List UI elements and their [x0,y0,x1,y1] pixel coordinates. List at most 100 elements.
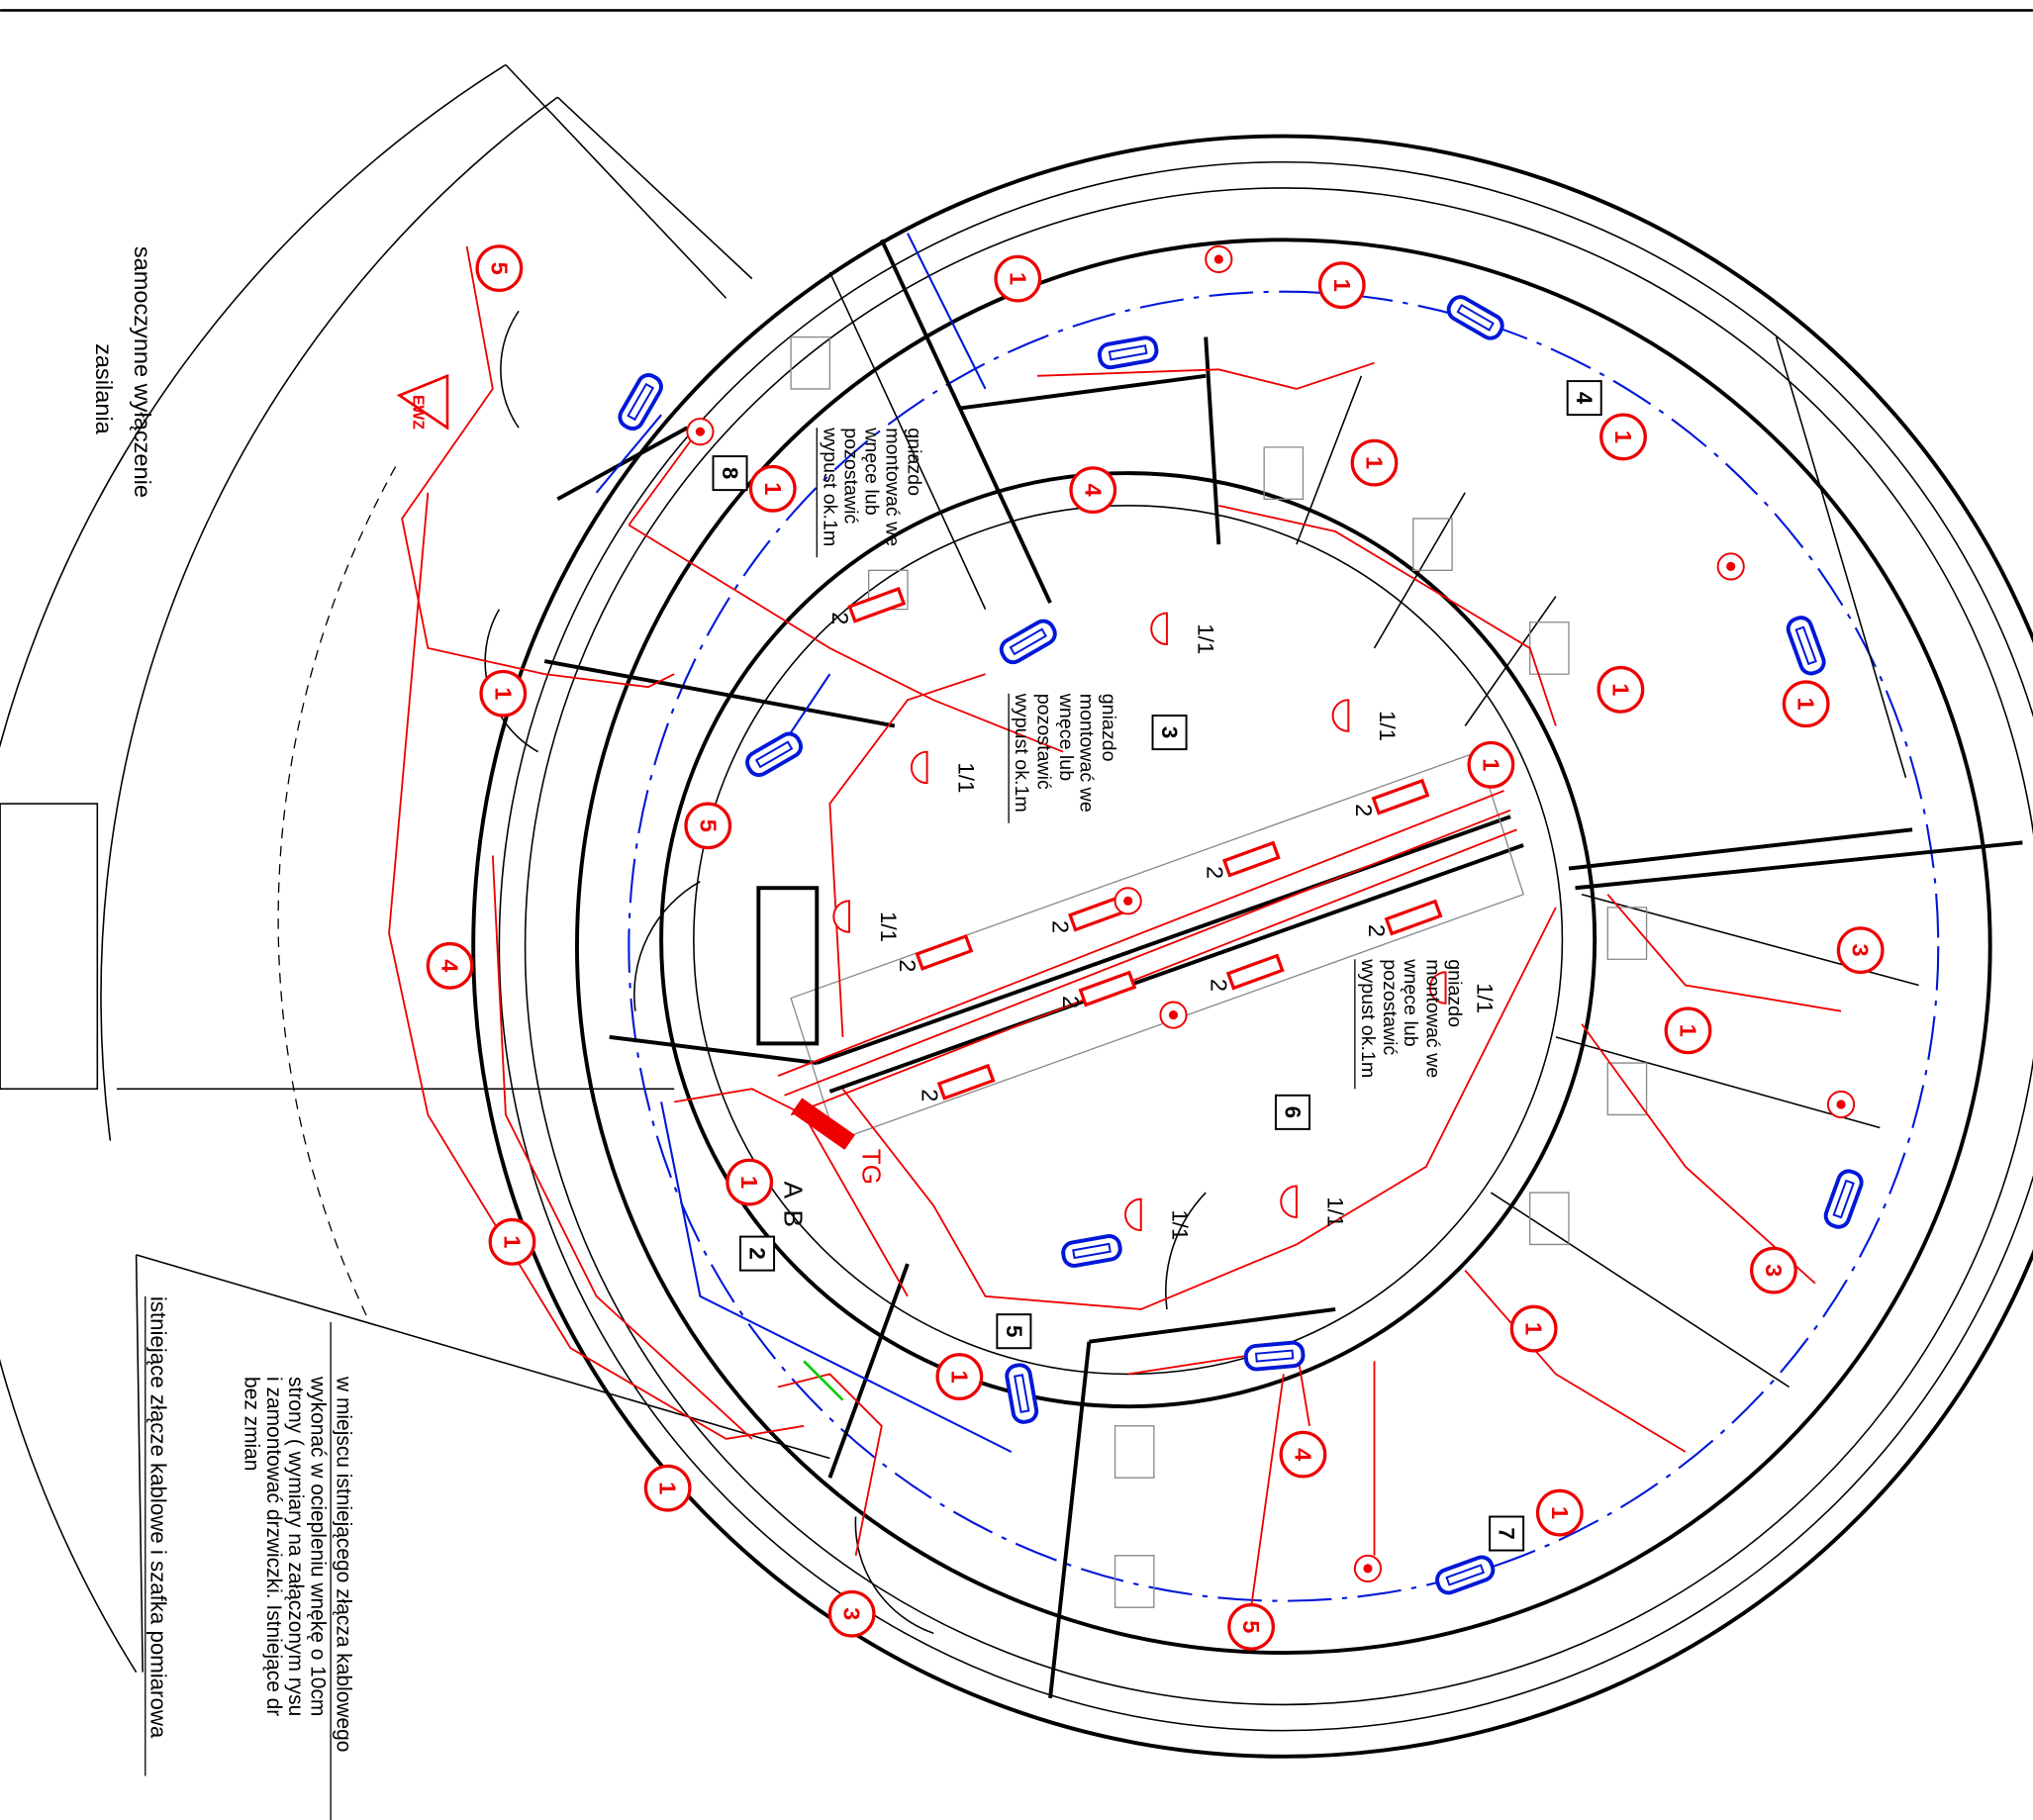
socket-note: wypust ok.1m [1011,693,1032,813]
socket-note: pozostawić [839,428,861,524]
lamp-label: 1/1 [1168,1209,1193,1240]
circuit-marker [1069,466,1117,515]
room-number: 2 [745,1247,770,1259]
luminaire-core [627,382,655,422]
luminaire-core [1832,1179,1855,1219]
socket-note: wnęce lub [1400,958,1421,1046]
room-number: 5 [1002,1325,1026,1337]
circuit-marker [475,244,524,293]
circuit-marker [1836,926,1885,975]
circuit-marker [426,941,474,990]
niche-note: strony ( wymiary na załączonym rysu [284,1377,307,1716]
room-number: 6 [1280,1106,1305,1118]
circuit-marker [748,464,797,513]
fixture [1221,840,1281,878]
circuit-number: 3 [839,1607,865,1620]
luminaire-core [1009,627,1047,656]
niche-note: w miejscu istniejącego złącza kablowego [333,1376,355,1752]
circuit-marker [479,669,528,718]
room-number: 4 [1572,392,1597,405]
room-number: 3 [1157,726,1182,738]
socket-dot [1168,1010,1179,1020]
socket-dot [1726,561,1736,571]
circuit-marker [643,1464,692,1512]
luminaire [1446,295,1504,340]
luminaire-core [1254,1349,1295,1363]
socket-note: wnęce lub [1055,693,1077,781]
circuit-marker [827,1589,876,1638]
panel-name: TG [856,1149,886,1185]
fixture-label: 2 [1048,920,1074,933]
lamp-label: 1/1 [1194,623,1218,654]
panel-a: A [779,1182,809,1199]
lamp-symbol [832,900,851,933]
room-box [739,1235,776,1272]
circuit-marker [488,1217,536,1266]
circuit-marker [1317,261,1366,310]
socket-note: montować we [1421,959,1443,1078]
circuit-number: 1 [490,687,516,700]
circuit-number: 1 [1547,1506,1573,1519]
luminaire-core [1445,1564,1486,1586]
ewz-label: EWZ [409,395,426,430]
circuit-number: 1 [1005,272,1030,285]
lamp-symbol [1331,699,1350,732]
lamp-label: 1/1 [876,911,901,942]
niche-note: bez zmian [241,1377,263,1471]
panel-b: B [779,1210,809,1227]
lamp-symbol [1428,971,1447,1005]
circuit-number: 1 [655,1482,681,1494]
fixture-label: 2 [827,612,853,624]
circuit-number: 5 [486,262,512,275]
room-box [996,1313,1032,1350]
circuit-number: 1 [760,482,786,495]
niche-note: i zamontować drzwiczki. Istniejące dr [262,1377,285,1716]
socket-note: montować we [881,428,903,546]
fixture [915,933,974,971]
circuit-number: 1 [1329,279,1355,292]
wiring [388,233,1842,1608]
circuit-number: 4 [437,959,463,972]
fixture-label: 2 [1364,924,1390,937]
lamp-label: 1/1 [1323,1197,1348,1227]
socket-note: gniazdo [1444,959,1466,1027]
circuit-marker [726,1158,774,1206]
circuit-number: 1 [1610,431,1636,443]
circuit-number: 3 [1761,1264,1787,1277]
luminaire [1786,616,1826,676]
architecture [0,9,2033,1759]
circuit-number: 1 [1675,1024,1700,1037]
room-box [712,455,748,492]
socket-note: montować we [1076,694,1098,813]
luminaire [1097,335,1159,370]
fixture [1384,899,1443,936]
circuit-number: 1 [1607,683,1633,696]
socket-note: wypust ok.1m [819,427,840,546]
luminaire [618,373,663,431]
luminaire-core [1072,1242,1112,1260]
socket-dot [1213,254,1223,264]
fixture-label: 2 [1206,979,1231,992]
lamp-symbol [1124,1197,1142,1232]
fixture [847,586,907,623]
socket-dot [1836,1100,1846,1109]
circuit-number: 5 [1238,1620,1264,1633]
luminaire [1435,1555,1496,1595]
fixture [1078,970,1137,1007]
circuit-marker [1467,740,1515,789]
luminaire-core [1108,344,1148,361]
luminaire [1243,1340,1306,1372]
socket-note: pozostawić [1379,959,1401,1055]
circuit-number: 1 [1793,698,1819,711]
fixture-label: 2 [895,959,920,972]
luminaire [1005,1363,1039,1424]
circuit-number: 1 [1478,758,1503,771]
luminaire [1823,1169,1864,1229]
lamp-label: 1/1 [1375,711,1400,741]
lamp-label: 1/1 [1472,983,1497,1013]
circuit-marker [684,802,732,850]
fixture-label: 2 [1058,996,1084,1008]
niche-note: wykonać w ociepleniu wnękę o 10cm [307,1376,330,1716]
circuit-marker [1599,413,1647,461]
